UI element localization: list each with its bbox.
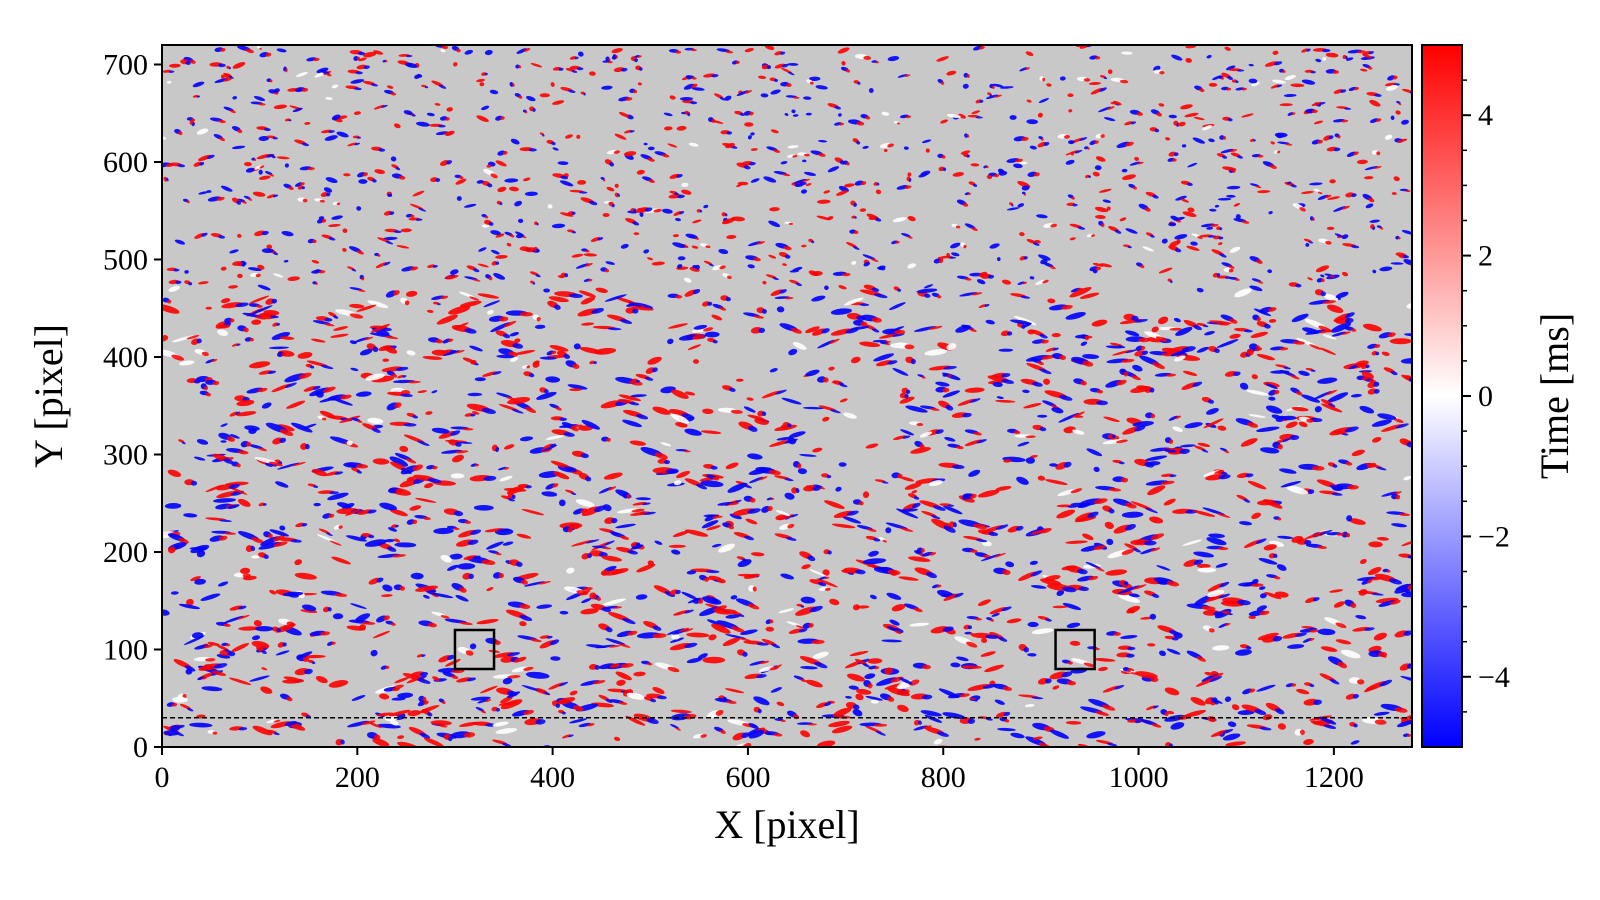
y-tick-label: 600 [103, 146, 148, 179]
y-tick-label: 200 [103, 536, 148, 569]
colorbar-tick-label: 2 [1478, 240, 1493, 273]
y-tick-label: 400 [103, 341, 148, 374]
region-box [453, 628, 496, 671]
colorbar-tick-label: 0 [1478, 380, 1493, 413]
y-axis: 0 100 200 300 400 500 600 700 [103, 49, 162, 764]
y-tick-label: 0 [133, 731, 148, 764]
x-tick-label: 600 [725, 761, 770, 794]
x-axis-label: X [pixel] [714, 802, 860, 847]
y-axis-label: Y [pixel] [26, 324, 71, 468]
x-tick-label: 1200 [1304, 761, 1364, 794]
x-tick-label: 200 [335, 761, 380, 794]
x-tick-label: 0 [155, 761, 170, 794]
x-tick-label: 800 [921, 761, 966, 794]
colorbar: −4 −2 0 2 4 Time [ms] [1421, 44, 1577, 748]
colorbar-gradient [1421, 44, 1463, 748]
heatmap-panel [161, 44, 1413, 748]
y-tick-label: 100 [103, 634, 148, 667]
region-box [1054, 628, 1096, 671]
colorbar-label: Time [ms] [1532, 313, 1577, 479]
colorbar-tick-label: −2 [1478, 520, 1510, 553]
x-axis: 0 200 400 600 800 1000 1200 [155, 747, 1364, 794]
y-tick-label: 500 [103, 244, 148, 277]
annotations [162, 628, 1412, 719]
plot-frame [161, 44, 1413, 748]
colorbar-ticks: −4 −2 0 2 4 [1462, 79, 1510, 713]
x-tick-label: 1000 [1109, 761, 1169, 794]
x-tick-label: 400 [530, 761, 575, 794]
colorbar-tick-label: −4 [1478, 661, 1510, 694]
y-tick-label: 700 [103, 49, 148, 82]
colorbar-tick-label: 4 [1478, 99, 1493, 132]
y-tick-label: 300 [103, 439, 148, 472]
